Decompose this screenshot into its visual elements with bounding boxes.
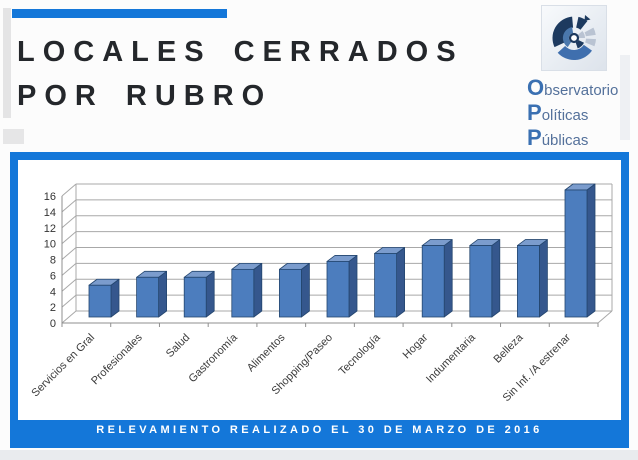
bar-front: [183, 276, 207, 318]
y-axis-label: 8: [50, 255, 56, 267]
logo-inner-arc-blue: [562, 27, 574, 48]
y-axis-label: 12: [44, 223, 56, 235]
title-accent-bar: [12, 9, 227, 18]
logo-center-ring: [568, 32, 580, 44]
bar-front: [136, 276, 159, 318]
bar-front: [564, 189, 588, 318]
bar-side: [586, 183, 596, 318]
y-axis-label: 4: [50, 286, 56, 298]
category-label: Belleza: [492, 331, 527, 366]
bar-side: [539, 239, 548, 318]
y-axis-label: 6: [50, 270, 56, 282]
grid-diagonal: [61, 199, 77, 213]
bar-front: [516, 245, 540, 318]
logo-line-politicas: Políticas: [527, 100, 631, 125]
y-axis-label: 10: [44, 239, 56, 251]
opp-logo-icon: [541, 5, 607, 71]
floor-right-edge: [597, 310, 613, 324]
chart-frame: 0 2 4 6 8 10 12 14 16 Servicios en Gral Profesiona…: [10, 152, 629, 448]
bar-front: [88, 284, 112, 318]
category-label: Servicios en Gral: [29, 332, 97, 400]
opp-logo-text: Observatorio Políticas Públicas: [527, 75, 631, 150]
logo-arc-blue: [557, 44, 592, 60]
bar-side: [253, 262, 263, 318]
category-label: Tecnología: [337, 331, 384, 378]
banner-text: RELEVAMIENTO REALIZADO EL 30 DE MARZO DE…: [96, 424, 543, 436]
logo-initial-p1: P: [527, 100, 542, 125]
logo-line-observatorio: Observatorio: [527, 75, 631, 100]
logo-arc-gray-1: [585, 38, 596, 47]
opp-logo: Observatorio Políticas Públicas: [527, 5, 631, 150]
category-label: Indumentaria: [424, 331, 479, 386]
bottom-strip: [0, 450, 638, 460]
grid-diagonal: [61, 310, 77, 324]
logo-tip: [584, 15, 591, 21]
logo-inner-arc-gray: [577, 30, 585, 39]
logo-line-publicas: Públicas: [527, 125, 631, 150]
title-line-2: POR RUBRO: [17, 80, 273, 112]
grid-diagonal: [61, 231, 77, 245]
title-line-1: LOCALES CERRADOS: [17, 36, 464, 68]
logo-initial-p2: P: [527, 125, 542, 150]
bar-side: [443, 239, 453, 318]
category-label: Gastronomía: [186, 331, 240, 385]
bar-front: [374, 253, 398, 318]
logo-arc-navy-wedge: [575, 16, 588, 30]
bar-side: [491, 239, 501, 318]
logo-initial-o: O: [527, 75, 545, 100]
bar-side: [300, 262, 310, 318]
logo-arc-navy: [552, 16, 574, 48]
page-title: LOCALES CERRADOS POR RUBRO: [17, 30, 464, 118]
bar-front: [231, 268, 255, 318]
category-label: Profesionales: [89, 331, 145, 387]
footer-banner: RELEVAMIENTO REALIZADO EL 30 DE MARZO DE…: [18, 420, 621, 440]
bar-front: [326, 261, 350, 318]
bar-chart-canvas: 0 2 4 6 8 10 12 14 16 Servicios en Gral Profesiona…: [18, 160, 621, 420]
grid-diagonal: [61, 247, 77, 260]
category-label: Alimentos: [245, 331, 288, 374]
bar-chart: 0 2 4 6 8 10 12 14 16 Servicios en GralProfesiona…: [29, 183, 613, 404]
bar-front: [278, 268, 302, 318]
grid-diagonal: [61, 183, 77, 197]
bar-side: [158, 270, 168, 318]
left-accent-strip: [3, 8, 11, 118]
bar-side: [110, 278, 120, 318]
bar-front: [421, 245, 445, 318]
bar-side: [396, 247, 406, 318]
circular-segments-icon: [552, 15, 596, 60]
logo-rest-observatorio: bservatorio: [544, 82, 619, 99]
grid-diagonal: [61, 294, 77, 308]
category-label: Salud: [164, 332, 192, 360]
y-axis-label: 16: [44, 191, 56, 203]
logo-inner-arc-navy: [575, 39, 585, 49]
grid-diagonal: [61, 262, 77, 276]
bar-front: [469, 245, 493, 318]
left-accent-block: [3, 129, 24, 144]
y-axis-label: 0: [50, 318, 56, 330]
logo-arc-gray-2: [584, 27, 596, 37]
logo-rest-politicas: olíticas: [541, 107, 589, 124]
bar-side: [205, 270, 215, 318]
logo-rest-publicas: úblicas: [541, 132, 589, 149]
bar-side: [348, 255, 358, 318]
y-axis-label: 2: [50, 302, 56, 314]
category-label: Hogar: [401, 331, 431, 361]
grid-diagonal: [61, 215, 77, 229]
right-accent-strip: [620, 55, 630, 140]
grid-diagonal: [61, 278, 77, 292]
y-axis-label: 14: [44, 207, 56, 219]
